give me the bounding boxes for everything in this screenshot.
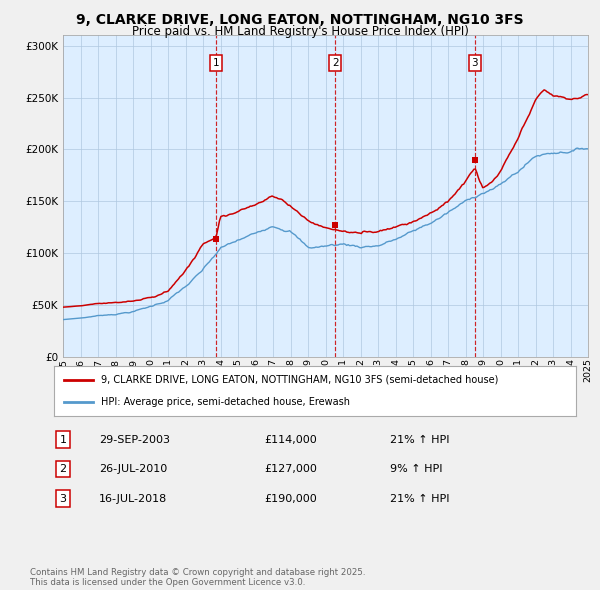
Text: 21% ↑ HPI: 21% ↑ HPI xyxy=(390,494,449,503)
Text: 2: 2 xyxy=(332,58,338,68)
Text: Price paid vs. HM Land Registry's House Price Index (HPI): Price paid vs. HM Land Registry's House … xyxy=(131,25,469,38)
Text: 29-SEP-2003: 29-SEP-2003 xyxy=(99,435,170,444)
Text: 21% ↑ HPI: 21% ↑ HPI xyxy=(390,435,449,444)
Text: 1: 1 xyxy=(213,58,220,68)
Text: £114,000: £114,000 xyxy=(264,435,317,444)
Text: 9, CLARKE DRIVE, LONG EATON, NOTTINGHAM, NG10 3FS (semi-detached house): 9, CLARKE DRIVE, LONG EATON, NOTTINGHAM,… xyxy=(101,375,499,385)
Text: 9% ↑ HPI: 9% ↑ HPI xyxy=(390,464,443,474)
Text: 3: 3 xyxy=(59,494,67,503)
Text: £127,000: £127,000 xyxy=(264,464,317,474)
Text: 9, CLARKE DRIVE, LONG EATON, NOTTINGHAM, NG10 3FS: 9, CLARKE DRIVE, LONG EATON, NOTTINGHAM,… xyxy=(76,13,524,27)
Text: £190,000: £190,000 xyxy=(264,494,317,503)
Text: 2: 2 xyxy=(59,464,67,474)
Text: 3: 3 xyxy=(472,58,478,68)
Text: Contains HM Land Registry data © Crown copyright and database right 2025.
This d: Contains HM Land Registry data © Crown c… xyxy=(30,568,365,587)
Text: 26-JUL-2010: 26-JUL-2010 xyxy=(99,464,167,474)
Text: HPI: Average price, semi-detached house, Erewash: HPI: Average price, semi-detached house,… xyxy=(101,397,350,407)
Text: 1: 1 xyxy=(59,435,67,444)
Text: 16-JUL-2018: 16-JUL-2018 xyxy=(99,494,167,503)
